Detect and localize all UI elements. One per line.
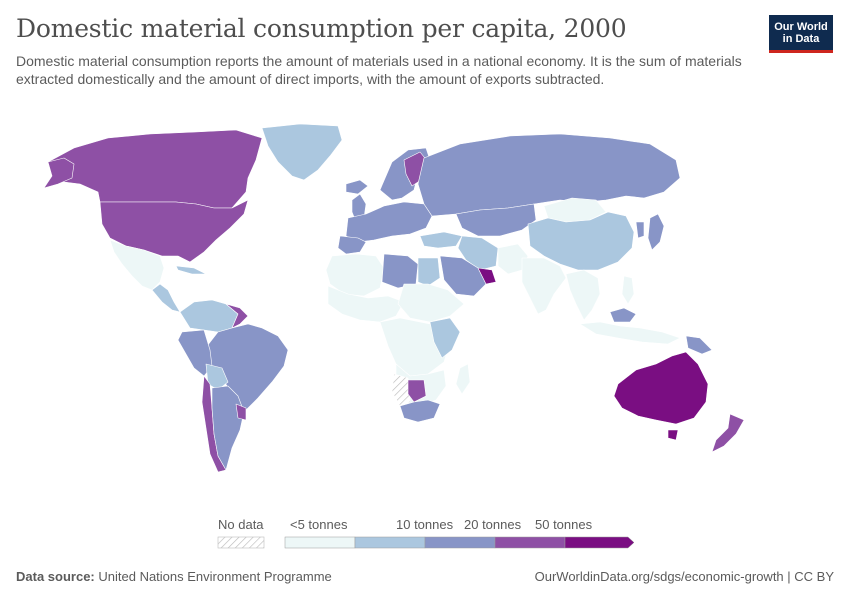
country-turkey[interactable]	[419, 231, 463, 249]
country-south-africa[interactable]	[399, 399, 441, 423]
region-central-america[interactable]	[151, 283, 181, 313]
country-namibia[interactable]	[391, 373, 411, 407]
chart-title: Domestic material consumption per capita…	[16, 14, 627, 43]
country-uae[interactable]	[477, 267, 497, 285]
country-malaysia[interactable]	[609, 307, 637, 323]
country-canada[interactable]	[47, 129, 263, 209]
country-papua-new-guinea[interactable]	[685, 335, 713, 355]
country-mexico[interactable]	[109, 239, 165, 291]
legend-bin-1	[354, 536, 426, 549]
country-india[interactable]	[521, 257, 567, 315]
country-philippines[interactable]	[621, 275, 635, 305]
country-libya[interactable]	[381, 253, 419, 289]
country-indonesia[interactable]	[579, 321, 681, 345]
country-madagascar[interactable]	[455, 363, 471, 395]
footer-url[interactable]: OurWorldinData.org/sdgs/economic-growth …	[534, 569, 834, 584]
region-east-africa-north[interactable]	[397, 283, 465, 323]
country-china[interactable]	[527, 211, 635, 271]
country-greenland[interactable]	[261, 123, 343, 181]
country-japan[interactable]	[647, 213, 665, 251]
legend-label-1: 10 tonnes	[396, 517, 454, 532]
legend-bin-0	[284, 536, 356, 549]
logo-line-2: in Data	[782, 33, 820, 45]
legend-label-0: <5 tonnes	[290, 517, 348, 532]
country-saudi-arabia[interactable]	[439, 255, 487, 297]
country-botswana[interactable]	[407, 379, 427, 403]
source-value: United Nations Environment Programme	[98, 569, 332, 584]
country-cuba[interactable]	[175, 265, 207, 275]
country-argentina[interactable]	[211, 385, 245, 471]
logo-line-1: Our World	[774, 21, 828, 33]
chart-subtitle: Domestic material consumption reports th…	[16, 53, 742, 87]
owid-logo[interactable]: Our World in Data	[769, 15, 833, 53]
legend-bin-4	[564, 536, 635, 549]
country-australia[interactable]	[613, 351, 709, 425]
country-korea[interactable]	[635, 221, 645, 239]
legend-bin-3	[494, 536, 566, 549]
region-southeast-asia[interactable]	[565, 269, 601, 321]
country-egypt[interactable]	[417, 257, 441, 287]
country-australia-tasmania[interactable]	[667, 429, 679, 441]
legend-bin-2	[424, 536, 496, 549]
legend-label-3: 50 tonnes	[535, 517, 593, 532]
legend-no-data-swatch	[217, 536, 265, 549]
legend-label-2: 20 tonnes	[464, 517, 522, 532]
footer-source: Data source: United Nations Environment …	[16, 569, 332, 584]
region-guianas[interactable]	[225, 303, 249, 329]
region-iberia[interactable]	[337, 235, 367, 255]
country-russia[interactable]	[417, 133, 681, 217]
source-label: Data source:	[16, 569, 95, 584]
country-uruguay[interactable]	[235, 403, 247, 421]
legend: No data <5 tonnes 10 tonnes 20 tonnes 50…	[200, 512, 660, 552]
region-east-africa[interactable]	[429, 317, 461, 359]
region-west-africa[interactable]	[327, 285, 405, 323]
legend-no-data-label: No data	[218, 517, 264, 532]
country-iran[interactable]	[457, 235, 499, 271]
country-usa-alaska[interactable]	[43, 157, 75, 189]
country-new-zealand[interactable]	[711, 413, 745, 453]
region-north-africa-west[interactable]	[325, 253, 385, 297]
world-map[interactable]	[0, 118, 850, 486]
country-iceland[interactable]	[345, 179, 369, 195]
